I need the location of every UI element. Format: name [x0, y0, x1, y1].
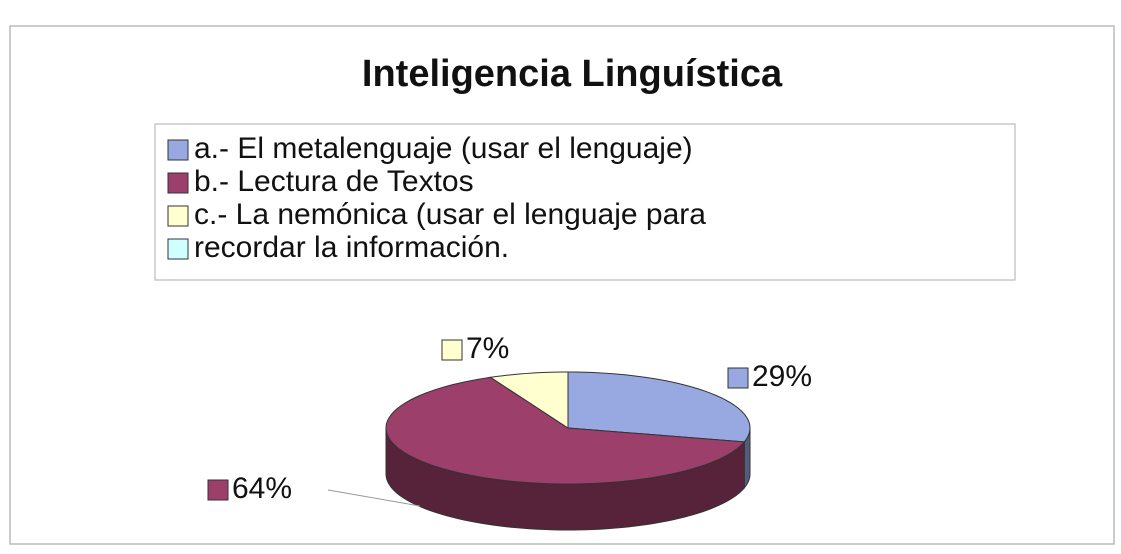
legend-label: recordar la información.	[194, 231, 509, 264]
chart-title: Inteligencia Linguística	[362, 53, 783, 95]
pie-slice	[567, 371, 751, 443]
legend-label: b.- Lectura de Textos	[194, 165, 474, 198]
pie-slice	[489, 371, 569, 429]
pie-slice	[385, 376, 746, 485]
legend-swatch	[167, 205, 189, 227]
legend-swatch	[167, 238, 189, 260]
label-swatch	[441, 339, 463, 361]
legend-label: a.- El metalenguaje (usar el lenguaje)	[194, 132, 693, 165]
legend-box	[154, 123, 1016, 281]
leader-line	[327, 489, 421, 507]
legend-swatch	[167, 172, 189, 194]
label-swatch	[727, 367, 749, 389]
data-label: 64%	[232, 472, 292, 505]
data-label: 29%	[752, 360, 812, 393]
legend-label: c.- La nemónica (usar el lenguaje para	[194, 198, 706, 231]
data-label: 7%	[466, 332, 509, 365]
label-swatch	[207, 479, 229, 501]
legend-swatch	[167, 139, 189, 161]
